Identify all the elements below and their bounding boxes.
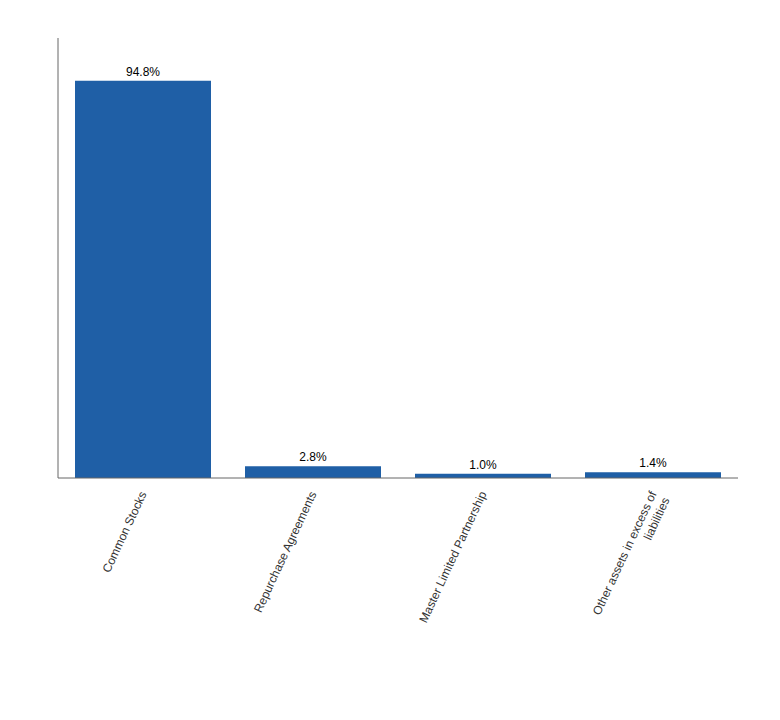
svg-text:Master Limited Partnership: Master Limited Partnership [416, 489, 489, 625]
svg-text:1.4%: 1.4% [639, 456, 667, 470]
svg-text:Repurchase Agreements: Repurchase Agreements [251, 489, 320, 615]
svg-text:94.8%: 94.8% [126, 65, 160, 79]
svg-text:Other assets in excess ofliabi: Other assets in excess ofliabilities [590, 489, 673, 624]
svg-text:1.0%: 1.0% [469, 458, 497, 472]
svg-text:2.8%: 2.8% [299, 450, 327, 464]
svg-text:Common Stocks: Common Stocks [100, 489, 150, 575]
